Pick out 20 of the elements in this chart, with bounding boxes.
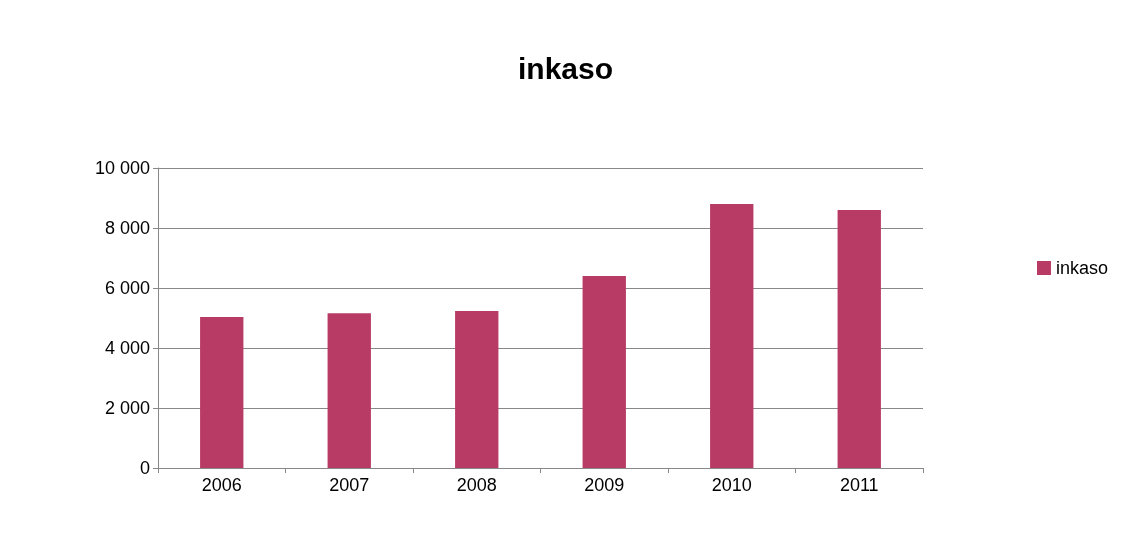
y-tick-label: 0 xyxy=(139,458,150,478)
y-tick-label: 6 000 xyxy=(104,278,150,298)
bar xyxy=(455,311,499,468)
x-tick-label: 2009 xyxy=(584,475,625,495)
x-tick-label: 2010 xyxy=(711,475,752,495)
legend-label: inkaso xyxy=(1055,258,1108,278)
y-tick-label: 8 000 xyxy=(104,218,150,238)
y-tick-label: 10 000 xyxy=(94,158,150,178)
bar xyxy=(582,276,626,468)
bar xyxy=(327,313,371,468)
bar xyxy=(710,204,754,468)
x-tick-label: 2011 xyxy=(839,475,879,495)
bar xyxy=(837,210,881,468)
x-tick-label: 2007 xyxy=(329,475,370,495)
bar xyxy=(200,317,244,468)
chart-title: inkaso xyxy=(517,51,614,85)
y-tick-label: 4 000 xyxy=(104,338,150,358)
x-tick-label: 2008 xyxy=(456,475,497,495)
x-tick-label: 2006 xyxy=(201,475,242,495)
y-tick-label: 2 000 xyxy=(104,398,150,418)
